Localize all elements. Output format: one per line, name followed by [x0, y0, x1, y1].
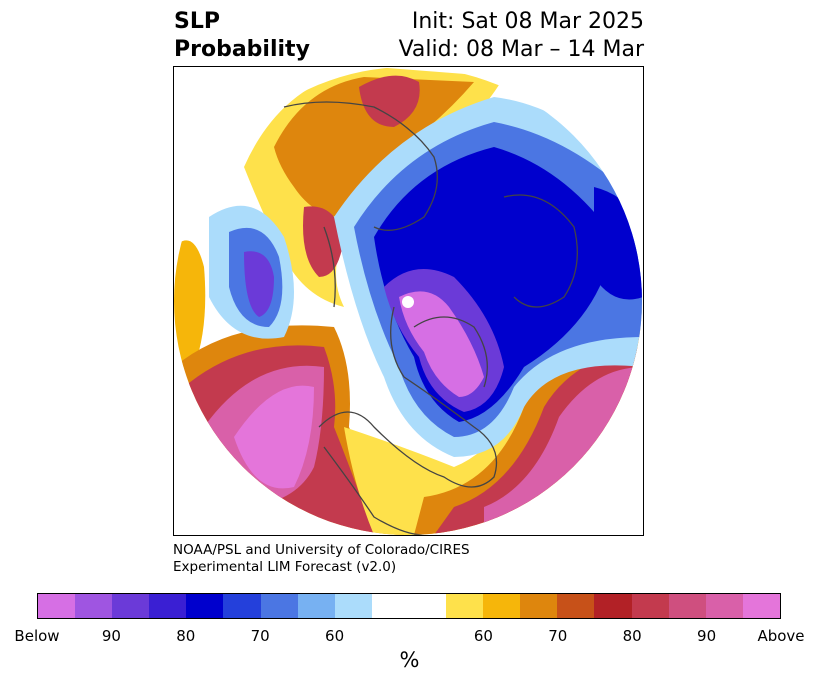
- colorbar-tick-label: 70: [548, 627, 568, 645]
- map-spot: [402, 296, 414, 308]
- warm-region-mideast: [303, 206, 344, 277]
- colorbar-tick-label: 90: [697, 627, 717, 645]
- colorbar-tick-label: 90: [101, 627, 121, 645]
- colorbar-segment: [186, 594, 224, 618]
- colorbar-unit: %: [399, 648, 420, 672]
- colorbar-tick-label: 60: [473, 627, 493, 645]
- colorbar-segment: [334, 594, 372, 618]
- colorbar-segment: [557, 594, 595, 618]
- colorbar-segment: [668, 594, 706, 618]
- map-title: SLP Probability: [174, 8, 310, 64]
- title-variable: SLP: [174, 9, 220, 34]
- colorbar-segment: [297, 594, 335, 618]
- cool-region-atlantic-core: [244, 251, 274, 317]
- warm-region-europe-inner: [359, 75, 420, 127]
- warm-region-europe-core: [274, 77, 474, 217]
- colorbar-segment: [112, 594, 150, 618]
- colorbar-segment: [594, 594, 632, 618]
- colorbar: [37, 593, 781, 619]
- probability-map: [173, 66, 644, 536]
- colorbar-segment: [260, 594, 298, 618]
- colorbar-segment: [631, 594, 669, 618]
- cool-region-4: [399, 291, 484, 397]
- colorbar-segment: [38, 594, 76, 618]
- colorbar-segment: [483, 594, 521, 618]
- colorbar-tick-label: 60: [325, 627, 345, 645]
- colorbar-tick-label: Above: [757, 627, 805, 645]
- colorbar-segment: [371, 594, 447, 618]
- valid-range: Valid: 08 Mar – 14 Mar: [398, 37, 644, 62]
- credit-text: NOAA/PSL and University of Colorado/CIRE…: [173, 542, 470, 576]
- warm-region-pacific-peak: [234, 385, 314, 489]
- cool-region-east: [594, 187, 642, 300]
- colorbar-tick-label: Below: [14, 627, 60, 645]
- colorbar-ticks: Below 90 80 70 60 60 70 80 90 Above: [0, 627, 819, 647]
- colorbar-segment: [149, 594, 187, 618]
- credit-line-1: NOAA/PSL and University of Colorado/CIRE…: [173, 542, 470, 558]
- coastlines: [283, 101, 578, 535]
- colorbar-segment: [223, 594, 261, 618]
- colorbar-segment: [705, 594, 743, 618]
- init-date: Init: Sat 08 Mar 2025: [411, 9, 644, 34]
- probability-field: [174, 67, 642, 535]
- forecast-dates: Init: Sat 08 Mar 2025 Valid: 08 Mar – 14…: [399, 8, 644, 64]
- map-canvas: [174, 67, 642, 535]
- title-field: Probability: [174, 37, 310, 62]
- colorbar-segment: [742, 594, 780, 618]
- colorbar-tick-label: 80: [622, 627, 642, 645]
- warm-region-atlantic-edge: [174, 240, 206, 367]
- colorbar-tick-label: 80: [176, 627, 196, 645]
- colorbar-segment: [446, 594, 484, 618]
- credit-line-2: Experimental LIM Forecast (v2.0): [173, 559, 397, 575]
- colorbar-tick-label: 70: [250, 627, 270, 645]
- colorbar-segment: [520, 594, 558, 618]
- colorbar-segment: [75, 594, 113, 618]
